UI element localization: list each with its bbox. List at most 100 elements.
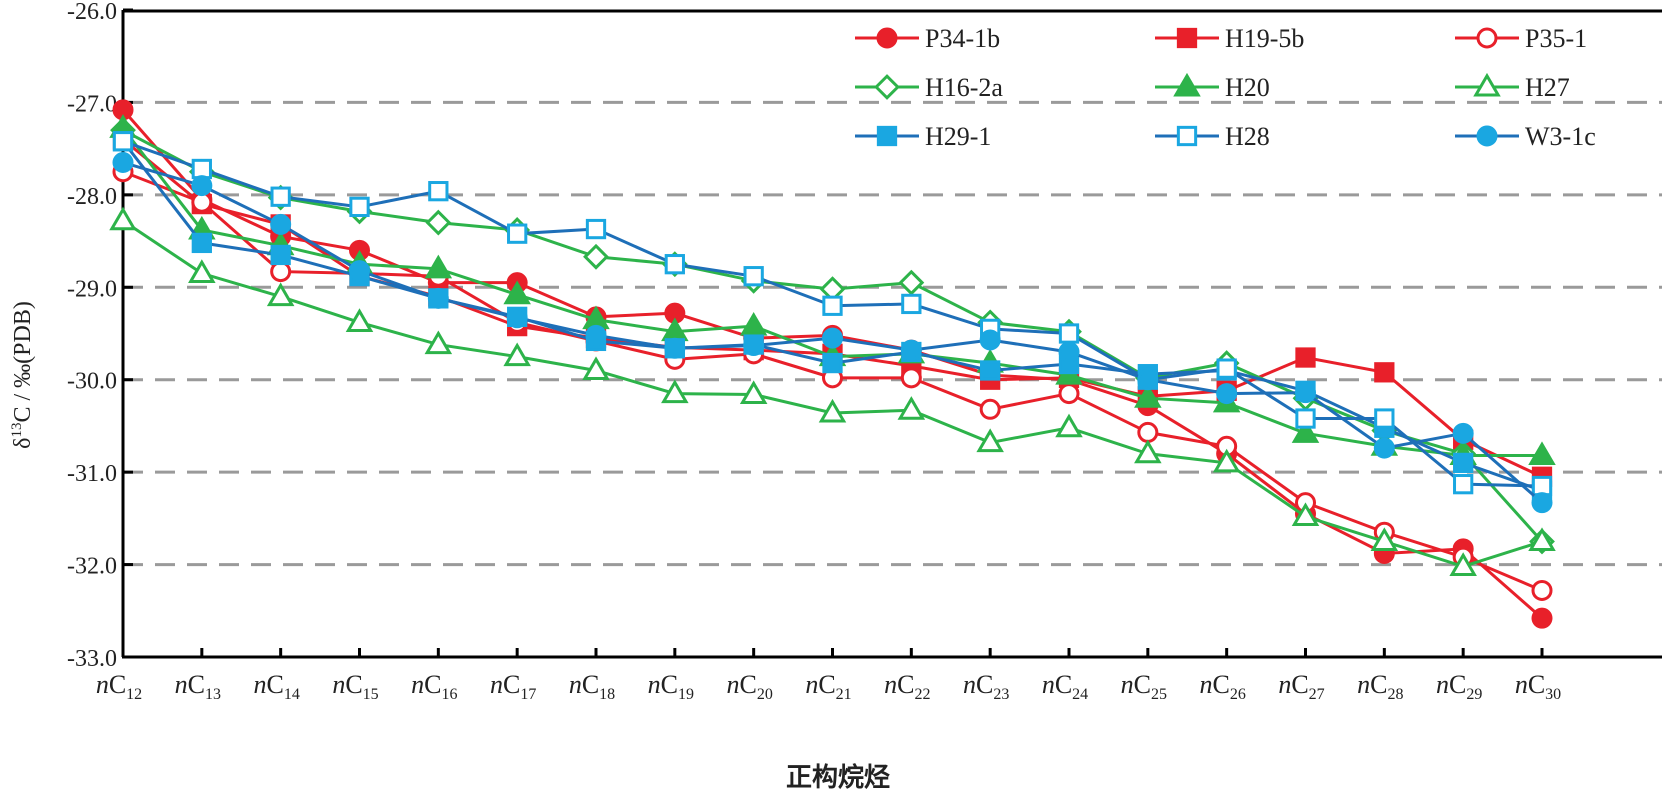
data-point	[1137, 369, 1159, 391]
gridlines	[123, 100, 1662, 567]
x-tick-label: nC25	[1121, 670, 1167, 703]
data-point	[1531, 492, 1553, 514]
data-point	[1449, 552, 1477, 576]
y-axis-title: δ13C / ‰(PDB)	[9, 301, 36, 449]
legend-item-w3-1c: W3-1c	[1455, 122, 1596, 151]
data-point	[191, 175, 213, 197]
data-point	[664, 254, 685, 275]
data-point	[976, 428, 1004, 453]
data-point	[1058, 341, 1080, 363]
x-tick-label: nC28	[1357, 670, 1403, 703]
data-point	[900, 367, 922, 389]
data-point	[507, 223, 528, 244]
legend-label: H27	[1525, 73, 1570, 102]
y-tick-label: -30.0	[67, 369, 117, 395]
y-tick-label: -31.0	[67, 461, 117, 487]
data-point	[818, 398, 847, 423]
x-tick-label: nC15	[332, 670, 378, 703]
data-point	[979, 329, 1001, 351]
data-point	[1295, 347, 1316, 368]
data-point	[1531, 475, 1553, 497]
x-tick-label: nC29	[1436, 670, 1482, 703]
x-tick-label: nC22	[884, 670, 930, 703]
data-point	[112, 152, 134, 174]
data-point	[503, 280, 531, 305]
x-tick-label: nC14	[253, 670, 299, 703]
y-tick-label: -29.0	[67, 276, 117, 302]
legend-label: P35-1	[1525, 24, 1587, 53]
x-tick-label: nC19	[648, 670, 694, 703]
x-tick-label: nC21	[805, 670, 851, 703]
data-point	[661, 379, 689, 404]
x-tick-label: nC12	[96, 670, 142, 703]
series-h29-1	[112, 131, 1553, 501]
data-point	[112, 131, 134, 152]
data-point	[266, 282, 295, 307]
data-point	[1295, 408, 1316, 429]
legend-label: P34-1b	[925, 24, 1000, 53]
x-tick-label: nC27	[1278, 670, 1324, 703]
legend-marker	[1476, 27, 1498, 49]
x-tick-label: nC23	[963, 670, 1009, 703]
legend-item-h27: H27	[1455, 72, 1570, 102]
data-point	[822, 352, 843, 374]
data-point	[349, 260, 370, 282]
data-point	[270, 261, 292, 283]
data-point	[1134, 384, 1162, 408]
y-tick-label: -32.0	[67, 554, 117, 580]
data-point	[822, 327, 843, 349]
data-point	[979, 398, 1001, 420]
data-point	[1452, 422, 1474, 444]
legend-marker	[1176, 125, 1198, 147]
data-point	[1370, 527, 1399, 551]
data-point	[900, 339, 922, 361]
x-tick-label: nC13	[175, 670, 221, 703]
data-point	[743, 266, 764, 287]
data-point	[1055, 413, 1083, 438]
data-point	[270, 186, 291, 207]
legend-label: H29-1	[925, 122, 991, 151]
data-point	[1373, 437, 1395, 459]
data-point	[345, 308, 374, 332]
data-point	[585, 324, 607, 346]
x-tick-label: nC26	[1199, 670, 1245, 703]
data-point	[1374, 362, 1395, 383]
data-point	[901, 293, 922, 315]
y-tick-label: -26.0	[67, 0, 117, 25]
data-point	[1453, 474, 1474, 495]
legend-item-h28: H28	[1155, 122, 1270, 151]
data-point	[822, 295, 843, 316]
data-point	[582, 356, 610, 381]
data-point	[1058, 383, 1080, 405]
x-tick-label: nC24	[1042, 670, 1088, 703]
legend-label: H16-2a	[925, 73, 1003, 102]
data-point	[270, 213, 292, 235]
x-tick-label: nC30	[1515, 670, 1561, 703]
data-point	[739, 311, 768, 336]
data-point	[1058, 323, 1080, 344]
data-point	[425, 209, 452, 236]
legend-label: H19-5b	[1225, 24, 1304, 53]
data-point	[428, 181, 449, 202]
series-h27	[109, 206, 1556, 576]
data-point	[583, 243, 609, 270]
data-point	[424, 254, 453, 279]
data-point	[188, 259, 216, 283]
data-point	[897, 396, 926, 420]
legend-label: H20	[1225, 73, 1270, 102]
y-tick-label: -28.0	[67, 184, 117, 210]
legend-marker	[1473, 72, 1501, 97]
x-tick-label: nC17	[490, 670, 536, 703]
data-point	[191, 158, 212, 180]
data-point	[743, 335, 765, 357]
legend-marker	[1176, 27, 1198, 49]
data-point	[270, 244, 291, 266]
legend-label: H28	[1225, 122, 1270, 151]
series-w3-1c	[112, 152, 1553, 514]
x-tick-label: nC20	[726, 670, 772, 703]
legend-marker	[1173, 72, 1201, 97]
data-point	[980, 360, 1001, 381]
data-point	[349, 196, 370, 218]
y-tick-label: -27.0	[67, 91, 117, 117]
y-tick-label: -33.0	[67, 646, 117, 672]
